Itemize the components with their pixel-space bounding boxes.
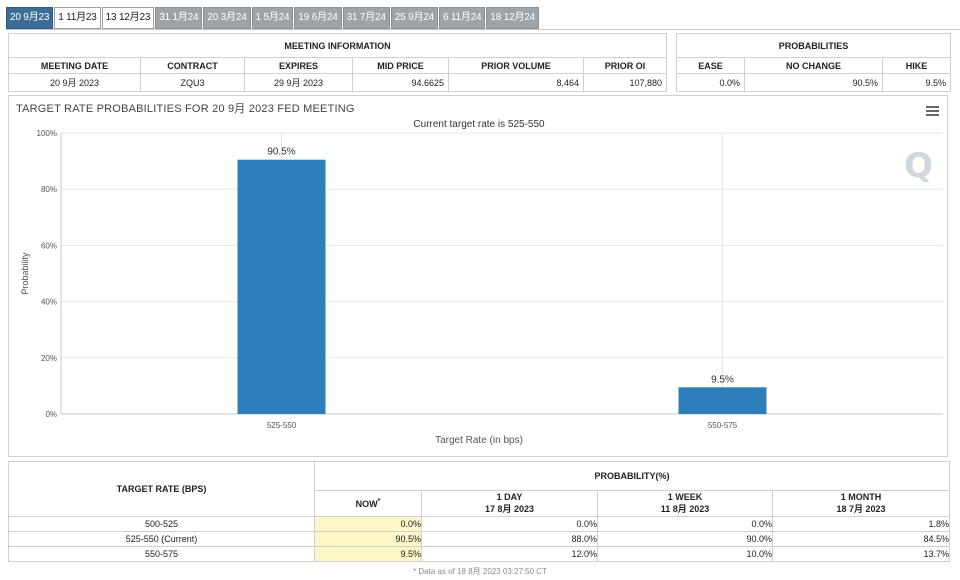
bar-chart: Current target rate is 525-550 0% 20% 40% 60… [20,119,943,446]
prob-cell: 13.7% [772,546,950,562]
meeting-information-header: MEETING INFORMATION [8,32,667,59]
chart-subtitle: Current target rate is 525-550 [413,119,545,130]
bar [678,387,767,414]
data-label: 90.5% [267,147,295,158]
probabilities-header: PROBABILITIES [676,32,951,59]
ease-value: 0.0% [676,73,745,92]
contract-value: ZQU3 [140,73,245,92]
y-tick-label: 60% [41,241,57,250]
column-header: CONTRACT [140,57,245,75]
hike-value: 9.5% [882,73,951,92]
prior-oi-value: 107,880 [583,73,667,92]
column-header: PRIOR OI [583,57,667,75]
expires-value: 29 9月 2023 [244,73,353,92]
y-axis-title: Probability [20,252,30,295]
y-tick-label: 20% [41,354,57,363]
tab-meeting[interactable]: 18 12月24 [486,7,539,29]
tab-meeting[interactable]: 20 9月23 [6,7,54,29]
tab-meeting[interactable]: 19 6月24 [294,7,342,29]
x-tick-label: 525-550 [267,421,297,430]
prob-cell: 0.0% [597,516,773,532]
prob-cell: 10.0% [597,546,773,562]
prob-now-cell: 90.5% [314,531,422,547]
column-header: EXPIRES [244,57,353,75]
column-header: NO CHANGE [744,57,883,75]
prob-now-cell: 0.0% [314,516,422,532]
target-rate-cell: 550-575 [8,546,315,562]
tab-meeting[interactable]: 1 5月24 [251,7,294,29]
tab-meeting[interactable]: 31 7月24 [342,7,390,29]
tab-meeting[interactable]: 31 1月24 [155,7,203,29]
column-header: HIKE [882,57,951,75]
meeting-tabs: 20 9月23 1 11月23 13 12月23 31 1月24 20 3月24… [6,7,540,29]
target-rate-cell: 500-525 [8,516,315,532]
y-tick-label: 100% [37,129,57,138]
prob-cell: 12.0% [421,546,598,562]
column-header: PRIOR VOLUME [448,57,584,75]
tab-meeting[interactable]: 25 9月24 [390,7,438,29]
chart-panel: TARGET RATE PROBABILITIES FOR 20 9月 2023… [8,95,948,457]
table-row: 525-550 (Current) 90.5% 88.0% 90.0% 84.5… [8,531,950,547]
one-day-header: 1 DAY 17 8月 2023 [421,490,598,517]
quikstrike-logo: Q [904,146,933,186]
table-row: 500-525 0.0% 0.0% 0.0% 1.8% [8,516,950,532]
table-row: 550-575 9.5% 12.0% 10.0% 13.7% [8,546,950,562]
tab-meeting[interactable]: 20 3月24 [203,7,251,29]
data-timestamp-note: * Data as of 18 8月 2023 03:27:50 CT [413,567,547,576]
probabilities-table: PROBABILITIES EASE NO CHANGE HIKE 0.0% 9… [676,32,951,92]
tab-meeting[interactable]: 13 12月23 [101,7,155,29]
tab-meeting[interactable]: 6 11月24 [438,7,486,29]
column-header: MEETING DATE [8,57,141,75]
x-axis-title: Target Rate (in bps) [435,435,523,446]
mid-price-value: 94.6625 [352,73,449,92]
now-header: NOW* [314,490,422,517]
x-tick-label: 550-575 [708,421,738,430]
tab-meeting[interactable]: 1 11月23 [54,7,101,29]
prob-now-cell: 9.5% [314,546,422,562]
prob-cell: 1.8% [772,516,950,532]
probability-header: PROBABILITY(%) [314,461,950,491]
column-header: MID PRICE [352,57,449,75]
one-month-header: 1 MONTH 18 7月 2023 [772,490,950,517]
data-label: 9.5% [711,374,734,385]
meeting-date-value: 20 9月 2023 [8,73,141,92]
target-rate-header: TARGET RATE (BPS) [8,461,315,517]
column-header: EASE [676,57,745,75]
y-tick-label: 0% [45,410,57,419]
prob-cell: 0.0% [421,516,598,532]
no-change-value: 90.5% [744,73,883,92]
target-rate-cell: 525-550 (Current) [8,531,315,547]
bar [237,159,326,414]
probability-table: TARGET RATE (BPS) PROBABILITY(%) NOW* 1 … [8,461,950,562]
prior-volume-value: 8,464 [448,73,584,92]
tab-divider [6,29,960,30]
menu-icon[interactable] [926,106,939,116]
meeting-information-table: MEETING INFORMATION MEETING DATE CONTRAC… [8,32,667,92]
prob-cell: 88.0% [421,531,598,547]
y-tick-label: 80% [41,185,57,194]
y-tick-label: 40% [41,298,57,307]
one-week-header: 1 WEEK 11 8月 2023 [597,490,773,517]
prob-cell: 84.5% [772,531,950,547]
chart-title: TARGET RATE PROBABILITIES FOR 20 9月 2023… [16,103,355,115]
prob-cell: 90.0% [597,531,773,547]
